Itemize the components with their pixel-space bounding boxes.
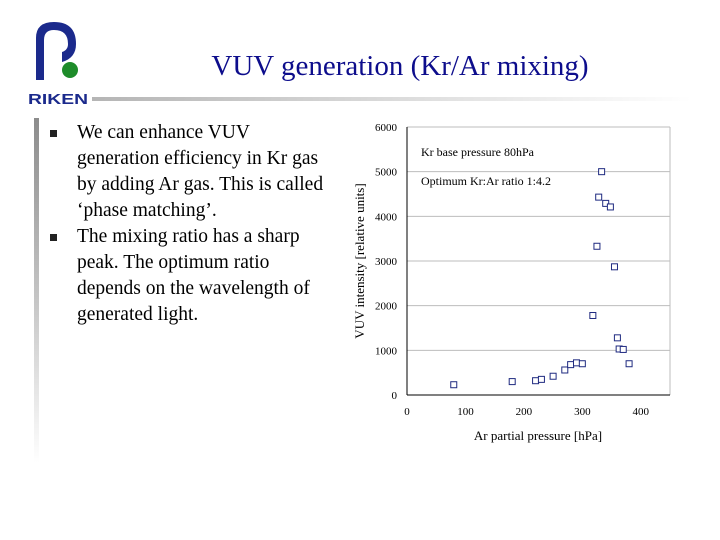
bullet-list: We can enhance VUV generation efficiency… [50, 120, 325, 328]
x-tick-label: 100 [457, 406, 474, 418]
data-point [602, 199, 610, 207]
riken-logo: RIKEN [28, 22, 88, 108]
data-point [606, 203, 614, 211]
data-point [598, 168, 606, 176]
data-point [549, 372, 557, 380]
data-point [595, 193, 603, 201]
data-point [508, 378, 516, 386]
y-axis-label: VUV intensity [relative units] [352, 183, 367, 338]
annotation-base-pressure: Kr base pressure 80hPa [421, 145, 535, 159]
y-tick-label: 0 [392, 390, 398, 402]
annotation-optimum-ratio: Optimum Kr:Ar ratio 1:4.2 [421, 174, 551, 188]
logo-text: RIKEN [28, 91, 88, 108]
data-point [532, 377, 540, 385]
x-tick-label: 200 [516, 406, 533, 418]
data-point [561, 366, 569, 374]
data-point [450, 381, 458, 389]
y-tick-label: 5000 [375, 167, 398, 179]
x-tick-label: 0 [404, 406, 410, 418]
data-point [567, 361, 575, 369]
bullet-text: We can enhance VUV generation efficiency… [77, 122, 324, 221]
y-tick-label: 4000 [375, 211, 398, 223]
y-tick-label: 6000 [375, 122, 398, 134]
x-tick-label: 300 [574, 406, 591, 418]
data-point [572, 359, 580, 367]
left-accent-bar [34, 118, 39, 463]
y-tick-label: 3000 [375, 256, 398, 268]
logo-arc [36, 22, 76, 80]
data-point [619, 345, 627, 353]
x-axis-label: Ar partial pressure [hPa] [474, 428, 602, 443]
data-point [593, 242, 601, 250]
bullet-item: The mixing ratio has a sharp peak. The o… [50, 224, 325, 328]
y-tick-label: 2000 [375, 301, 398, 313]
y-tick-label: 1000 [375, 345, 398, 357]
data-point [613, 334, 621, 342]
data-point [610, 263, 618, 271]
bullet-text: The mixing ratio has a sharp peak. The o… [77, 226, 310, 325]
bullet-square-icon [50, 130, 57, 137]
bullet-square-icon [50, 234, 57, 241]
title-underline [92, 97, 692, 101]
bullet-item: We can enhance VUV generation efficiency… [50, 120, 325, 224]
data-point [537, 375, 545, 383]
data-point [589, 311, 597, 319]
logo-green-dot [62, 62, 78, 78]
slide-title: VUV generation (Kr/Ar mixing) [211, 50, 589, 82]
x-tick-label: 400 [633, 406, 650, 418]
data-point [625, 360, 633, 368]
data-point [578, 360, 586, 368]
